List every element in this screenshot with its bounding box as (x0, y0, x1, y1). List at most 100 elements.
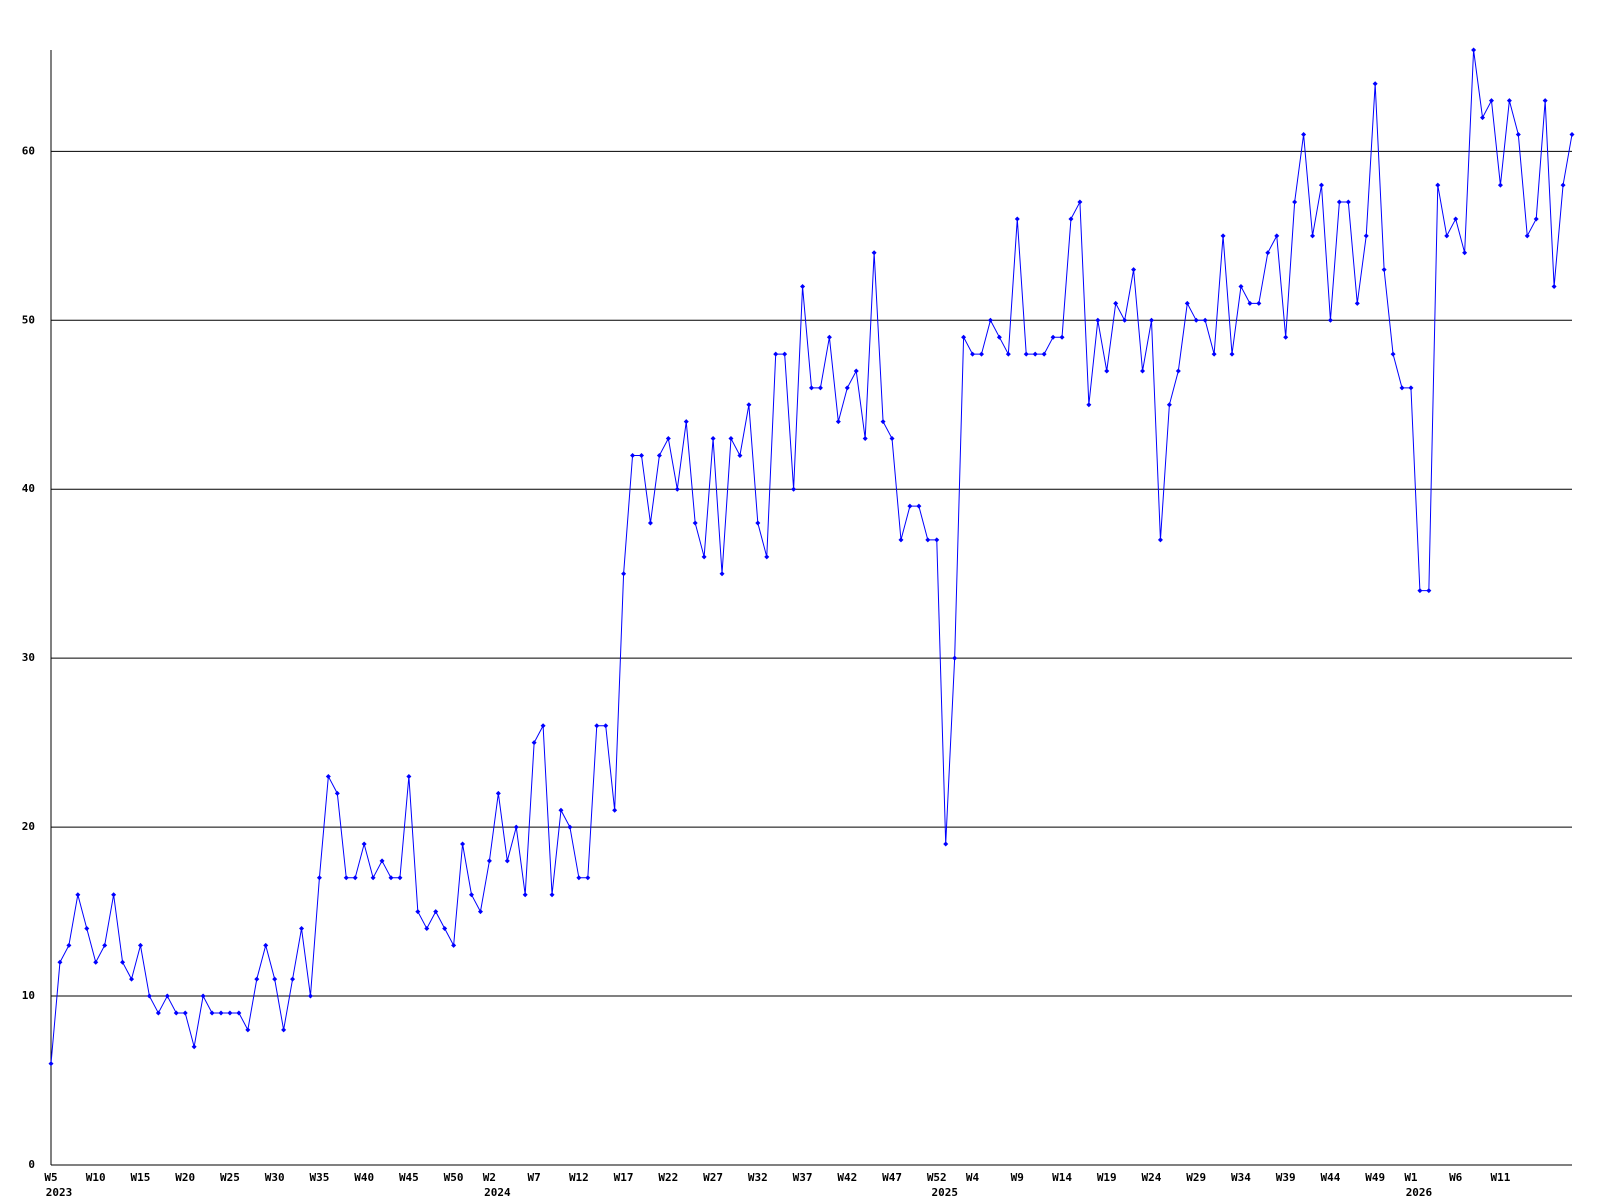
data-point (639, 452, 645, 458)
data-point (1023, 351, 1029, 357)
data-point (325, 773, 331, 779)
data-point (513, 824, 519, 830)
data-point (281, 1027, 287, 1033)
data-point (1157, 537, 1163, 543)
x-tick-label: W19 (1097, 1171, 1117, 1184)
data-point (907, 503, 913, 509)
data-point (200, 993, 206, 999)
x-tick-label: W12 (569, 1171, 589, 1184)
x-tick-label: W49 (1365, 1171, 1385, 1184)
data-point (111, 892, 117, 898)
data-point (1488, 98, 1494, 104)
data-point (585, 875, 591, 881)
data-point (290, 976, 296, 982)
x-tick-label: W25 (220, 1171, 240, 1184)
data-point (1318, 182, 1324, 188)
data-point (352, 875, 358, 881)
data-point (1113, 300, 1119, 306)
data-point (898, 537, 904, 543)
data-point (263, 942, 269, 948)
data-point (1372, 81, 1378, 87)
data-point (120, 959, 126, 965)
year-label: 2026 (1406, 1186, 1433, 1199)
data-point (1506, 98, 1512, 104)
data-point (1480, 115, 1486, 121)
data-point (209, 1010, 215, 1016)
data-point (57, 959, 63, 965)
data-point (137, 942, 143, 948)
data-point (996, 334, 1002, 340)
data-point (612, 807, 618, 813)
data-point (800, 284, 806, 290)
data-point (1310, 233, 1316, 239)
data-point (1041, 351, 1047, 357)
data-point (1471, 47, 1477, 53)
data-point (1247, 300, 1253, 306)
data-point (1363, 233, 1369, 239)
x-tick-label: W52 (927, 1171, 947, 1184)
x-tick-label: W10 (86, 1171, 106, 1184)
data-point (1140, 368, 1146, 374)
data-point (1256, 300, 1262, 306)
data-point (1265, 250, 1271, 256)
data-point (1175, 368, 1181, 374)
data-point (961, 334, 967, 340)
data-point (1515, 131, 1521, 137)
data-point (934, 537, 940, 543)
data-point (835, 419, 841, 425)
data-point (1202, 317, 1208, 323)
x-tick-label: W35 (309, 1171, 329, 1184)
data-point (1184, 300, 1190, 306)
data-point (1131, 267, 1137, 273)
data-point (1560, 182, 1566, 188)
x-tick-label: W20 (175, 1171, 195, 1184)
data-point (1533, 216, 1539, 222)
data-point (424, 925, 430, 931)
data-point (853, 368, 859, 374)
data-point (1381, 267, 1387, 273)
data-point (970, 351, 976, 357)
y-tick-label: 50 (22, 313, 35, 326)
data-point (460, 841, 466, 847)
y-tick-label: 30 (22, 651, 35, 664)
data-point (272, 976, 278, 982)
data-point (844, 385, 850, 391)
data-point (182, 1010, 188, 1016)
data-point (236, 1010, 242, 1016)
y-tick-label: 60 (22, 144, 35, 157)
x-tick-label: W17 (614, 1171, 634, 1184)
data-point (1211, 351, 1217, 357)
data-point (1453, 216, 1459, 222)
data-point (173, 1010, 179, 1016)
data-point (1551, 284, 1557, 290)
y-tick-label: 0 (28, 1158, 35, 1171)
data-point (1497, 182, 1503, 188)
data-point (504, 858, 510, 864)
data-point (1229, 351, 1235, 357)
data-point (826, 334, 832, 340)
data-point (1220, 233, 1226, 239)
x-tick-label: W11 (1490, 1171, 1510, 1184)
data-point (782, 351, 788, 357)
data-point (791, 486, 797, 492)
data-point (531, 740, 537, 746)
data-point (952, 655, 958, 661)
data-point (1542, 98, 1548, 104)
data-point (227, 1010, 233, 1016)
data-point (129, 976, 135, 982)
data-point (889, 436, 895, 442)
data-point (630, 452, 636, 458)
data-point (307, 993, 313, 999)
data-point (710, 436, 716, 442)
data-point (1569, 131, 1575, 137)
data-point (683, 419, 689, 425)
data-point (361, 841, 367, 847)
data-point (943, 841, 949, 847)
data-point (540, 723, 546, 729)
y-tick-label: 10 (22, 989, 35, 1002)
data-point (880, 419, 886, 425)
data-point (737, 452, 743, 458)
data-point (764, 554, 770, 560)
data-point (1086, 402, 1092, 408)
data-point (558, 807, 564, 813)
